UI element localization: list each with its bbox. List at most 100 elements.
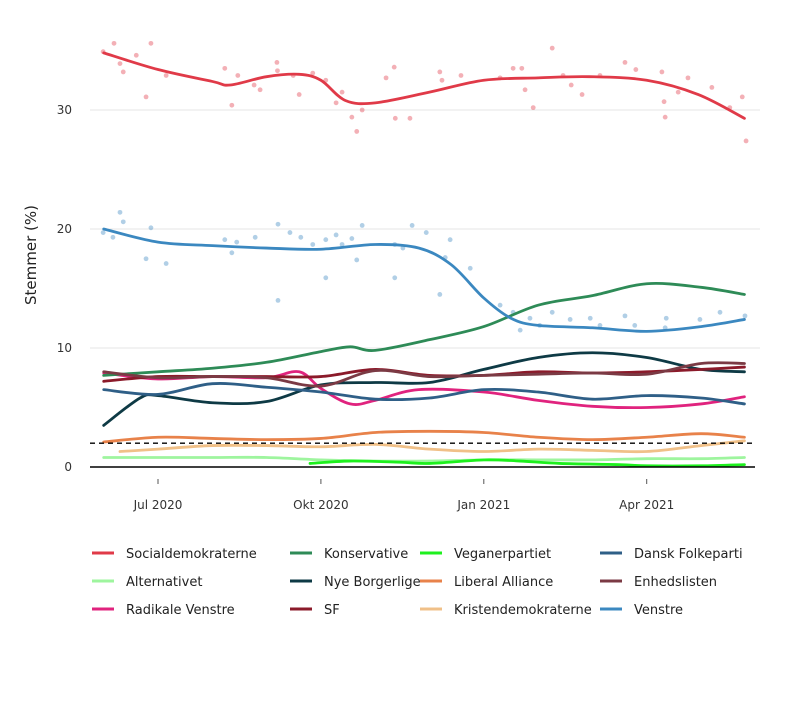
x-tick-label: Okt 2020 xyxy=(293,498,348,512)
poll-point-venstre xyxy=(663,315,669,321)
trend-lines xyxy=(102,51,746,468)
poll-point-socialdemokraterne xyxy=(349,114,355,120)
poll-point-venstre xyxy=(409,223,415,228)
poll-point-venstre xyxy=(163,261,169,266)
legend-label: Socialdemokraterne xyxy=(126,547,257,562)
legend-item-veganerpartiet: Veganerpartiet xyxy=(420,547,551,562)
legend-label: Radikale Venstre xyxy=(126,603,235,618)
poll-point-socialdemokraterne xyxy=(392,115,398,121)
legend-label: Nye Borgerlige xyxy=(324,575,421,590)
poll-point-venstre xyxy=(100,230,106,235)
poll-point-socialdemokraterne xyxy=(439,77,445,83)
trend-line-alternativet xyxy=(102,455,746,463)
legend-label: Kristendemokraterne xyxy=(454,603,592,618)
legend-item-dansk-folkeparti: Dansk Folkeparti xyxy=(600,547,743,562)
poll-point-venstre xyxy=(120,219,126,225)
poll-point-venstre xyxy=(742,313,748,319)
poll-point-socialdemokraterne xyxy=(310,70,316,76)
poll-point-socialdemokraterne xyxy=(633,67,639,72)
legend-item-venstre: Venstre xyxy=(600,603,683,618)
poll-point-venstre xyxy=(392,275,398,281)
poll-point-socialdemokraterne xyxy=(222,65,228,71)
poll-point-socialdemokraterne xyxy=(510,65,516,71)
poll-point-venstre xyxy=(234,239,240,245)
poll-point-socialdemokraterne xyxy=(661,99,667,105)
poll-point-venstre xyxy=(447,237,453,243)
x-tick-label: Jul 2020 xyxy=(133,498,183,512)
legend-item-konservative: Konservative xyxy=(290,547,408,562)
legend-label: Alternativet xyxy=(126,575,202,590)
poll-point-venstre xyxy=(467,265,473,271)
poll-point-venstre xyxy=(323,237,329,243)
poll-point-socialdemokraterne xyxy=(622,60,628,65)
legend-label: Enhedslisten xyxy=(634,575,717,590)
poll-point-socialdemokraterne xyxy=(568,82,574,88)
axes: 0 10 20 30 Jul 2020 Okt 2020 Jan 2021 Apr 2021 xyxy=(57,103,755,512)
poll-point-socialdemokraterne xyxy=(530,105,536,111)
poll-point-socialdemokraterne xyxy=(739,94,745,100)
poll-point-socialdemokraterne xyxy=(133,52,139,58)
poll-point-socialdemokraterne xyxy=(339,89,345,95)
poll-point-socialdemokraterne xyxy=(659,69,665,75)
poll-point-socialdemokraterne xyxy=(333,100,339,106)
poll-point-socialdemokraterne xyxy=(274,60,280,65)
poll-point-venstre xyxy=(567,317,573,322)
poll-point-socialdemokraterne xyxy=(163,73,169,78)
y-tick-label: 10 xyxy=(57,341,72,355)
poll-point-socialdemokraterne xyxy=(675,89,681,95)
legend-label: Liberal Alliance xyxy=(454,575,553,590)
legend-label: Konservative xyxy=(324,547,408,562)
y-tick-label: 30 xyxy=(57,103,72,117)
x-tick-label: Jan 2021 xyxy=(456,498,510,512)
poll-point-socialdemokraterne xyxy=(117,61,123,66)
legend-label: SF xyxy=(324,603,340,618)
poll-point-socialdemokraterne xyxy=(257,87,263,93)
poll-point-venstre xyxy=(549,309,555,315)
poll-point-venstre xyxy=(323,275,329,281)
y-tick-label: 0 xyxy=(64,460,72,474)
poll-point-venstre xyxy=(622,313,628,319)
poll-point-socialdemokraterne xyxy=(120,69,126,75)
poll-point-venstre xyxy=(359,223,365,228)
poll-point-socialdemokraterne xyxy=(437,69,443,75)
poll-point-socialdemokraterne xyxy=(383,75,389,81)
poll-point-socialdemokraterne xyxy=(579,92,585,97)
poll-point-venstre xyxy=(333,232,339,238)
poll-point-venstre xyxy=(287,230,293,235)
poll-point-socialdemokraterne xyxy=(235,73,241,78)
poll-point-venstre xyxy=(110,234,116,240)
poll-point-venstre xyxy=(527,315,533,321)
legend: Socialdemokraterne Alternativet Radikale V… xyxy=(92,547,743,618)
poll-point-venstre xyxy=(497,302,503,308)
poll-point-venstre xyxy=(717,309,723,315)
poll-point-socialdemokraterne xyxy=(251,82,257,88)
poll-point-socialdemokraterne xyxy=(148,40,154,46)
poll-point-socialdemokraterne xyxy=(296,92,302,97)
poll-point-socialdemokraterne xyxy=(229,102,235,108)
legend-item-kristendemokraterne: Kristendemokraterne xyxy=(420,603,592,618)
trend-line-veganerpartiet xyxy=(308,458,746,468)
poll-point-socialdemokraterne xyxy=(354,129,360,134)
poll-point-socialdemokraterne xyxy=(407,115,413,121)
poll-point-venstre xyxy=(252,234,258,240)
legend-label: Venstre xyxy=(634,603,683,618)
poll-point-socialdemokraterne xyxy=(359,107,365,113)
poll-point-venstre xyxy=(310,242,316,247)
poll-point-socialdemokraterne xyxy=(743,138,749,144)
poll-point-venstre xyxy=(349,236,355,241)
legend-item-enhedslisten: Enhedslisten xyxy=(600,575,717,590)
legend-item-nye-borgerlige: Nye Borgerlige xyxy=(290,575,421,590)
y-axis-label: Stemmer (%) xyxy=(22,205,40,305)
poll-point-venstre xyxy=(229,250,235,256)
poll-point-venstre xyxy=(697,317,703,322)
y-tick-label: 20 xyxy=(57,222,72,236)
poll-point-venstre xyxy=(143,256,149,262)
poll-point-socialdemokraterne xyxy=(549,45,555,51)
trend-line-konservative xyxy=(102,282,746,377)
trend-line-dansk-folkeparti xyxy=(102,382,746,406)
poll-point-socialdemokraterne xyxy=(391,64,397,70)
legend-item-socialdemokraterne: Socialdemokraterne xyxy=(92,547,257,562)
poll-point-socialdemokraterne xyxy=(685,75,691,81)
